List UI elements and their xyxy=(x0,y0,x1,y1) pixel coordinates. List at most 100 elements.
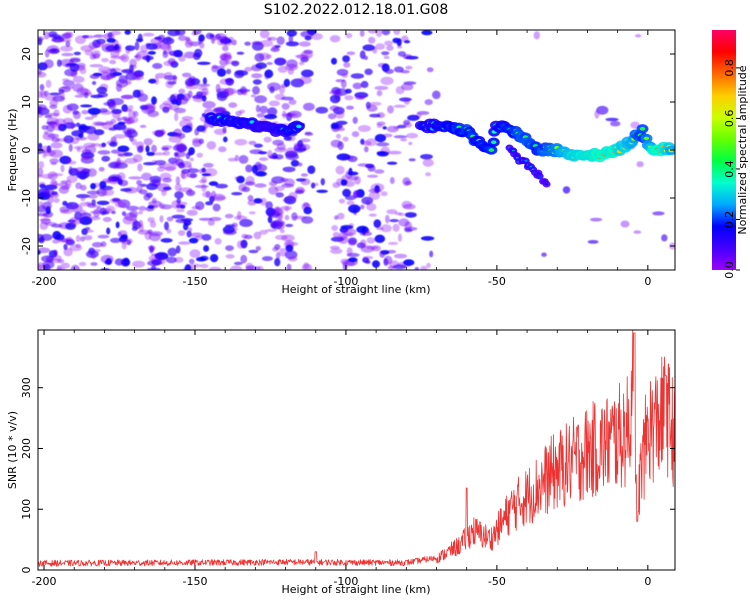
spectrogram-cell xyxy=(636,161,644,168)
spectrogram-cell xyxy=(94,122,107,126)
spectrogram-cell xyxy=(620,220,630,228)
spectrogram-cell xyxy=(159,257,166,265)
colorbar-ticks: 0.0 0.2 0.4 0.6 0.8 xyxy=(723,59,740,279)
spectrogram-cell xyxy=(365,138,377,147)
spectrogram-cell xyxy=(279,229,286,234)
spectrogram-cell xyxy=(387,105,394,114)
spectrogram-cell xyxy=(97,234,110,239)
spectrogram-cell xyxy=(63,32,74,39)
ridge-core xyxy=(545,183,549,186)
spectrogram-cell xyxy=(255,104,261,113)
spectrogram-cell xyxy=(265,228,277,232)
spectrogram-cell xyxy=(101,210,110,215)
spectrogram-cell xyxy=(420,265,428,270)
spectrogram-cell xyxy=(76,147,81,153)
spectrogram-cell xyxy=(208,181,219,186)
spectrogram-cell xyxy=(178,88,186,95)
spectrogram-cell xyxy=(404,98,410,105)
spectrogram-x-tick-label: 0 xyxy=(644,275,651,288)
spectrogram-cell xyxy=(70,264,80,270)
spectrogram-cell xyxy=(227,157,237,162)
spectrogram-cell xyxy=(142,32,155,37)
spectrogram-cell xyxy=(84,116,94,121)
spectrogram-cell xyxy=(541,252,547,257)
spectrogram-cell xyxy=(110,118,117,124)
spectrogram-cell xyxy=(265,54,272,59)
spectrogram-cell xyxy=(38,247,51,254)
spectrogram-cell xyxy=(346,105,354,110)
spectrogram-cell xyxy=(104,259,113,265)
spectrogram-cell xyxy=(281,96,294,101)
spectrogram-cell xyxy=(303,102,315,111)
spectrogram-cell xyxy=(354,175,361,185)
spectrogram-cell xyxy=(279,85,285,95)
spectrogram-cell xyxy=(271,44,279,51)
spectrogram-cell xyxy=(84,49,94,56)
spectrogram-cell xyxy=(80,104,93,108)
spectrogram-cell xyxy=(178,35,187,41)
spectrogram-cell xyxy=(288,256,298,262)
spectrogram-cell xyxy=(194,48,203,58)
spectrogram-cell xyxy=(75,35,86,45)
spectrogram-cell xyxy=(376,90,383,97)
spectrogram-cell xyxy=(285,41,299,47)
spectrogram-x-tick-label: -150 xyxy=(183,275,208,288)
spectrogram-cell xyxy=(148,232,161,242)
spectrogram-cell xyxy=(201,91,208,96)
spectrogram-cell xyxy=(113,48,122,53)
spectrogram-cell xyxy=(252,86,260,95)
spectrogram-cell xyxy=(41,145,50,154)
spectrogram-cell xyxy=(122,257,130,266)
spectrogram-cell xyxy=(68,143,73,152)
spectrogram-cell xyxy=(197,83,211,87)
spectrogram-cell xyxy=(181,125,193,133)
spectrogram-cell xyxy=(137,163,143,172)
spectrogram-cell xyxy=(212,193,226,202)
spectrogram-cell xyxy=(239,219,253,227)
spectrogram-cell xyxy=(90,183,96,190)
spectrogram-cell xyxy=(338,198,346,204)
spectrogram-cell xyxy=(38,192,41,198)
spectrogram-cell xyxy=(286,112,298,117)
spectrogram-cell xyxy=(69,216,83,225)
spectrogram-cell xyxy=(93,208,100,218)
spectrogram-cell xyxy=(303,202,310,208)
spectrogram-cell xyxy=(218,146,227,153)
spectrogram-cell xyxy=(382,126,387,130)
spectrogram-cell xyxy=(168,135,182,143)
spectrogram-cell xyxy=(346,51,356,56)
spectrogram-cell xyxy=(49,104,58,110)
spectrogram-cell xyxy=(253,143,263,148)
spectrogram-cell xyxy=(172,74,177,84)
spectrogram-cell xyxy=(285,241,299,247)
spectrogram-cell xyxy=(315,106,329,114)
spectrogram-cell xyxy=(56,59,62,67)
spectrogram-cell xyxy=(48,31,58,37)
spectrogram-cell xyxy=(201,176,207,183)
spectrogram-cell xyxy=(239,109,246,114)
spectrogram-cell xyxy=(352,116,358,124)
spectrogram-cell xyxy=(290,159,300,167)
spectrogram-cell xyxy=(84,153,90,159)
spectrogram-cell xyxy=(152,152,166,156)
spectrogram-cell xyxy=(245,164,253,173)
spectrogram-cell xyxy=(90,262,98,266)
spectrogram-cell xyxy=(82,35,96,39)
spectrogram-cell xyxy=(122,108,132,113)
snr-x-tick-label: -50 xyxy=(488,575,506,588)
spectrogram-cell xyxy=(124,30,131,35)
spectrogram-cell xyxy=(249,149,263,155)
spectrogram-cell xyxy=(401,200,413,209)
spectrogram-cell xyxy=(307,165,316,174)
spectrogram-cell xyxy=(169,94,177,104)
snr-y-tick-label: 200 xyxy=(20,438,33,459)
spectrogram-cell xyxy=(206,141,217,150)
spectrogram-cell xyxy=(254,53,265,62)
spectrogram-cell xyxy=(131,73,144,81)
spectrogram-cell xyxy=(408,158,416,162)
spectrogram-cell xyxy=(175,218,189,224)
spectrogram-cell xyxy=(146,43,158,50)
spectrogram-cell xyxy=(202,101,216,109)
spectrogram-cell xyxy=(178,54,186,62)
snr-y-tick-label: 100 xyxy=(20,499,33,520)
